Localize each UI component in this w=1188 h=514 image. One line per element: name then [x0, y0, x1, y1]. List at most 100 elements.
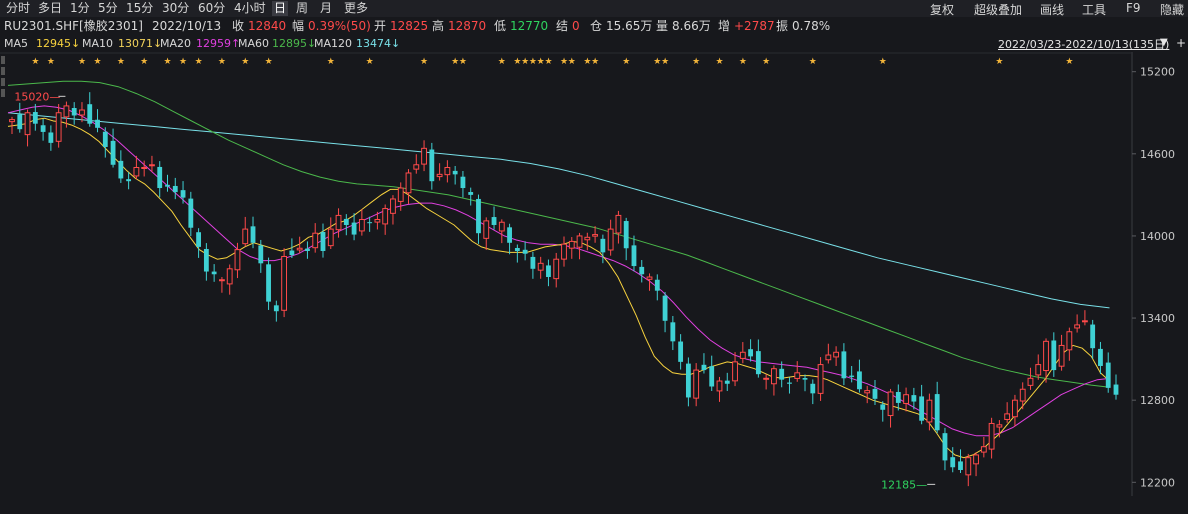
tab-more[interactable]: 更多	[344, 1, 369, 15]
candle-body	[343, 218, 349, 225]
event-star: ★	[140, 57, 148, 67]
candle-body	[662, 295, 668, 321]
tab-60min[interactable]: 60分	[198, 1, 226, 15]
candle-body	[748, 349, 754, 357]
left-side-strip	[0, 53, 6, 493]
candle-body	[102, 131, 108, 147]
quote-info-bar: RU2301.SHF[橡胶2301] 2022/10/13 收 12840 幅 …	[0, 17, 1188, 35]
candle-body	[763, 377, 770, 380]
y-tick-label: 14600	[1140, 148, 1175, 161]
y-tick-label: 14000	[1140, 230, 1175, 243]
tab-week[interactable]: 周	[296, 1, 309, 15]
candle-body	[71, 108, 77, 116]
tab-5min[interactable]: 5分	[98, 1, 118, 15]
event-star: ★	[265, 57, 273, 67]
candle-body	[133, 167, 140, 177]
event-star: ★	[327, 57, 335, 67]
candle-body	[281, 255, 288, 311]
candle-body	[600, 238, 606, 253]
oi-value: 15.65万	[606, 19, 653, 33]
side-marker	[1, 67, 5, 75]
candle-body	[335, 214, 342, 231]
event-star: ★	[521, 57, 529, 67]
candle-body	[305, 248, 310, 251]
event-star: ★	[715, 57, 723, 67]
candle-body	[724, 380, 730, 384]
candle-body	[996, 424, 1003, 428]
candle-body	[48, 132, 54, 143]
ma5-label: MA5	[4, 37, 29, 50]
candle-body	[9, 119, 15, 123]
candle-body	[188, 198, 194, 228]
candle-body	[857, 371, 862, 390]
hide-button[interactable]: 隐藏	[1160, 3, 1185, 17]
candle-body	[849, 375, 855, 377]
candle-body	[709, 366, 715, 387]
inc-value: +2787	[734, 19, 775, 33]
candle-body	[568, 240, 575, 249]
event-star: ★	[692, 57, 700, 67]
candle-body	[250, 226, 256, 243]
low-value: 12770	[510, 19, 549, 33]
candles	[9, 92, 1119, 487]
f9-button[interactable]: F9	[1126, 1, 1141, 15]
ma10-label: MA10	[82, 37, 114, 50]
tab-day[interactable]: 日	[272, 1, 289, 16]
candle-body	[1012, 399, 1018, 418]
tab-30min[interactable]: 30分	[162, 1, 190, 15]
candle-body	[1098, 348, 1103, 366]
candle-body	[273, 305, 279, 312]
candle-body	[1058, 344, 1065, 367]
period-toolbar: 分时 多日 1分 5分 15分 30分 60分 4小时 日 周 月 更多 复权 …	[0, 0, 1188, 17]
side-marker	[1, 56, 5, 64]
candle-body	[498, 221, 505, 232]
candle-body	[476, 198, 481, 234]
super-overlay-button[interactable]: 超级叠加	[974, 3, 1023, 17]
candle-body	[678, 341, 684, 362]
tools-button[interactable]: 工具	[1082, 3, 1107, 17]
candle-body	[382, 208, 389, 225]
candle-body	[623, 221, 629, 249]
event-star: ★	[498, 57, 506, 67]
tab-1min[interactable]: 1分	[70, 1, 90, 15]
candle-body	[1113, 384, 1119, 395]
change-value: 0.39%(50)	[308, 19, 371, 33]
tab-timeshare[interactable]: 分时	[6, 1, 31, 15]
candle-body	[358, 219, 365, 232]
candle-body	[296, 247, 303, 251]
candle-body	[903, 394, 909, 404]
candle-body	[942, 433, 948, 461]
candle-body	[180, 190, 186, 198]
range-dropdown-icon[interactable]: ▼	[1160, 37, 1168, 48]
candle-body	[1066, 331, 1073, 351]
high-label: 高	[432, 19, 445, 33]
y-tick-label: 15200	[1140, 66, 1175, 79]
tab-15min[interactable]: 15分	[126, 1, 154, 15]
event-star: ★	[560, 57, 568, 67]
candle-body	[739, 351, 746, 359]
candle-body	[833, 351, 840, 358]
event-star: ★	[451, 57, 459, 67]
tab-4hour[interactable]: 4小时	[234, 1, 266, 15]
date-range-selector[interactable]: 2022/03/23-2022/10/13(135日)	[998, 38, 1170, 51]
tab-month[interactable]: 月	[320, 1, 333, 15]
candle-body	[732, 361, 738, 382]
candle-body	[460, 176, 466, 189]
candle-body	[887, 391, 894, 417]
high-value: 12870	[448, 19, 487, 33]
candle-body	[1027, 377, 1034, 386]
event-star: ★	[179, 57, 187, 67]
candle-body	[576, 235, 583, 248]
adjust-button[interactable]: 复权	[930, 3, 955, 17]
candle-body	[149, 164, 155, 167]
candle-body	[126, 179, 132, 182]
candle-body	[429, 149, 435, 182]
draw-line-button[interactable]: 画线	[1040, 3, 1065, 17]
candle-body	[701, 364, 707, 371]
candle-body	[779, 368, 785, 380]
add-icon[interactable]: +	[1176, 36, 1187, 50]
candle-body	[507, 227, 512, 243]
tab-multiday[interactable]: 多日	[38, 1, 63, 15]
candle-body	[561, 243, 567, 260]
